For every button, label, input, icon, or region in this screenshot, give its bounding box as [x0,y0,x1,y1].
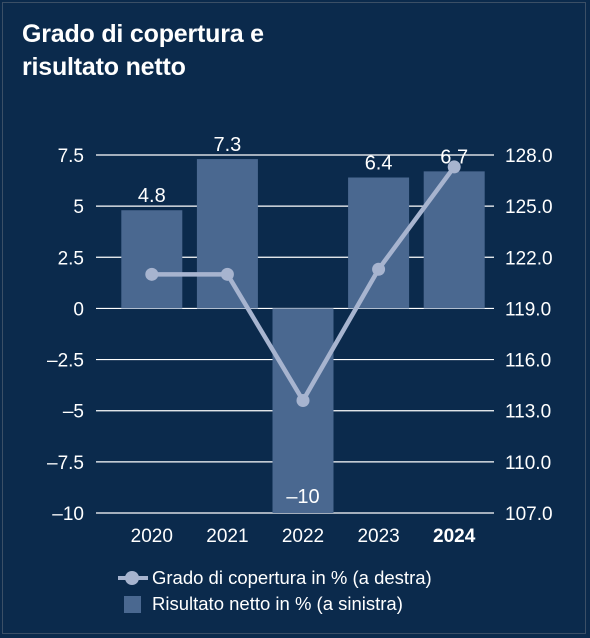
x-tick-label: 2021 [206,526,248,547]
left-tick-label: –2.5 [47,351,84,372]
bar [196,159,258,309]
right-tick-label: 125.0 [505,197,553,218]
chart-svg: 7.5 5 2.5 0 –2.5 –5 –7.5 –10 128.0 125.0 122.0 119.… [47,134,553,547]
chart-title: Grado di copertura e risultato netto [22,18,562,84]
left-tick-label: 2.5 [58,248,84,269]
title-line-1: Grado di copertura e [22,20,264,48]
left-tick-label: 0 [73,299,84,320]
x-tick-label: 2023 [357,526,399,547]
legend-label-bar: Risultato netto in % (a sinistra) [152,593,403,614]
line-point [372,262,386,276]
right-tick-label: 119.0 [505,299,551,320]
line-point [145,267,159,281]
bar-value-label: 6.4 [365,153,393,175]
left-tick-label: –5 [63,402,84,423]
legend-label-line: Grado di copertura in % (a destra) [152,567,432,588]
legend-item-bar: Risultato netto in % (a sinistra) [118,592,432,616]
right-tick-label: 122.0 [505,248,553,269]
bar [272,308,334,513]
legend-bar-swatch [124,595,141,613]
bar-value-label: –10 [286,486,319,508]
left-tick-label: 7.5 [58,146,84,167]
legend: Grado di copertura in % (a destra) Risul… [118,566,432,618]
right-tick-label: 116.0 [505,351,551,372]
left-tick-label: –10 [52,504,84,525]
bar-value-label: 6.7 [440,146,468,168]
legend-item-line: Grado di copertura in % (a destra) [118,566,432,590]
x-tick-label: 2020 [131,526,173,547]
right-tick-label: 110.0 [505,453,551,474]
right-tick-label: 113.0 [505,402,551,423]
left-tick-label: 5 [73,197,84,218]
x-tick-label: 2022 [282,526,324,547]
line-point [447,160,461,174]
bar-value-label: 7.3 [213,134,241,156]
title-line-2: risultato netto [22,53,186,81]
bar [423,171,485,309]
bar [121,210,183,309]
left-tick-label: –7.5 [47,453,84,474]
line-point [296,393,310,407]
legend-line-marker [118,568,148,588]
right-tick-label: 107.0 [505,504,553,525]
line-point [220,267,234,281]
bar-value-label: 4.8 [138,185,166,207]
x-tick-label: 2024 [433,526,476,547]
right-tick-label: 128.0 [505,146,553,167]
